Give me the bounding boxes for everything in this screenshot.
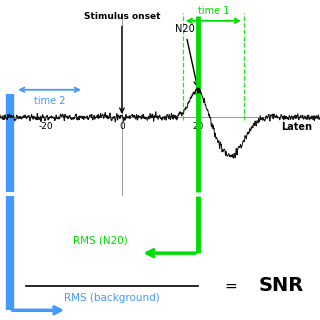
Text: RMS (background): RMS (background) [64, 293, 160, 303]
Text: N20: N20 [175, 24, 198, 86]
Text: 20: 20 [192, 122, 204, 131]
Text: time 1: time 1 [198, 6, 229, 16]
Text: RMS (N20): RMS (N20) [73, 236, 128, 246]
Text: SNR: SNR [259, 276, 304, 295]
Text: -20: -20 [38, 122, 53, 131]
Text: time 2: time 2 [34, 96, 65, 106]
Text: =: = [224, 278, 237, 293]
Text: Stimulus onset: Stimulus onset [84, 12, 160, 113]
Text: Laten: Laten [281, 122, 312, 132]
Text: 0: 0 [119, 122, 125, 131]
